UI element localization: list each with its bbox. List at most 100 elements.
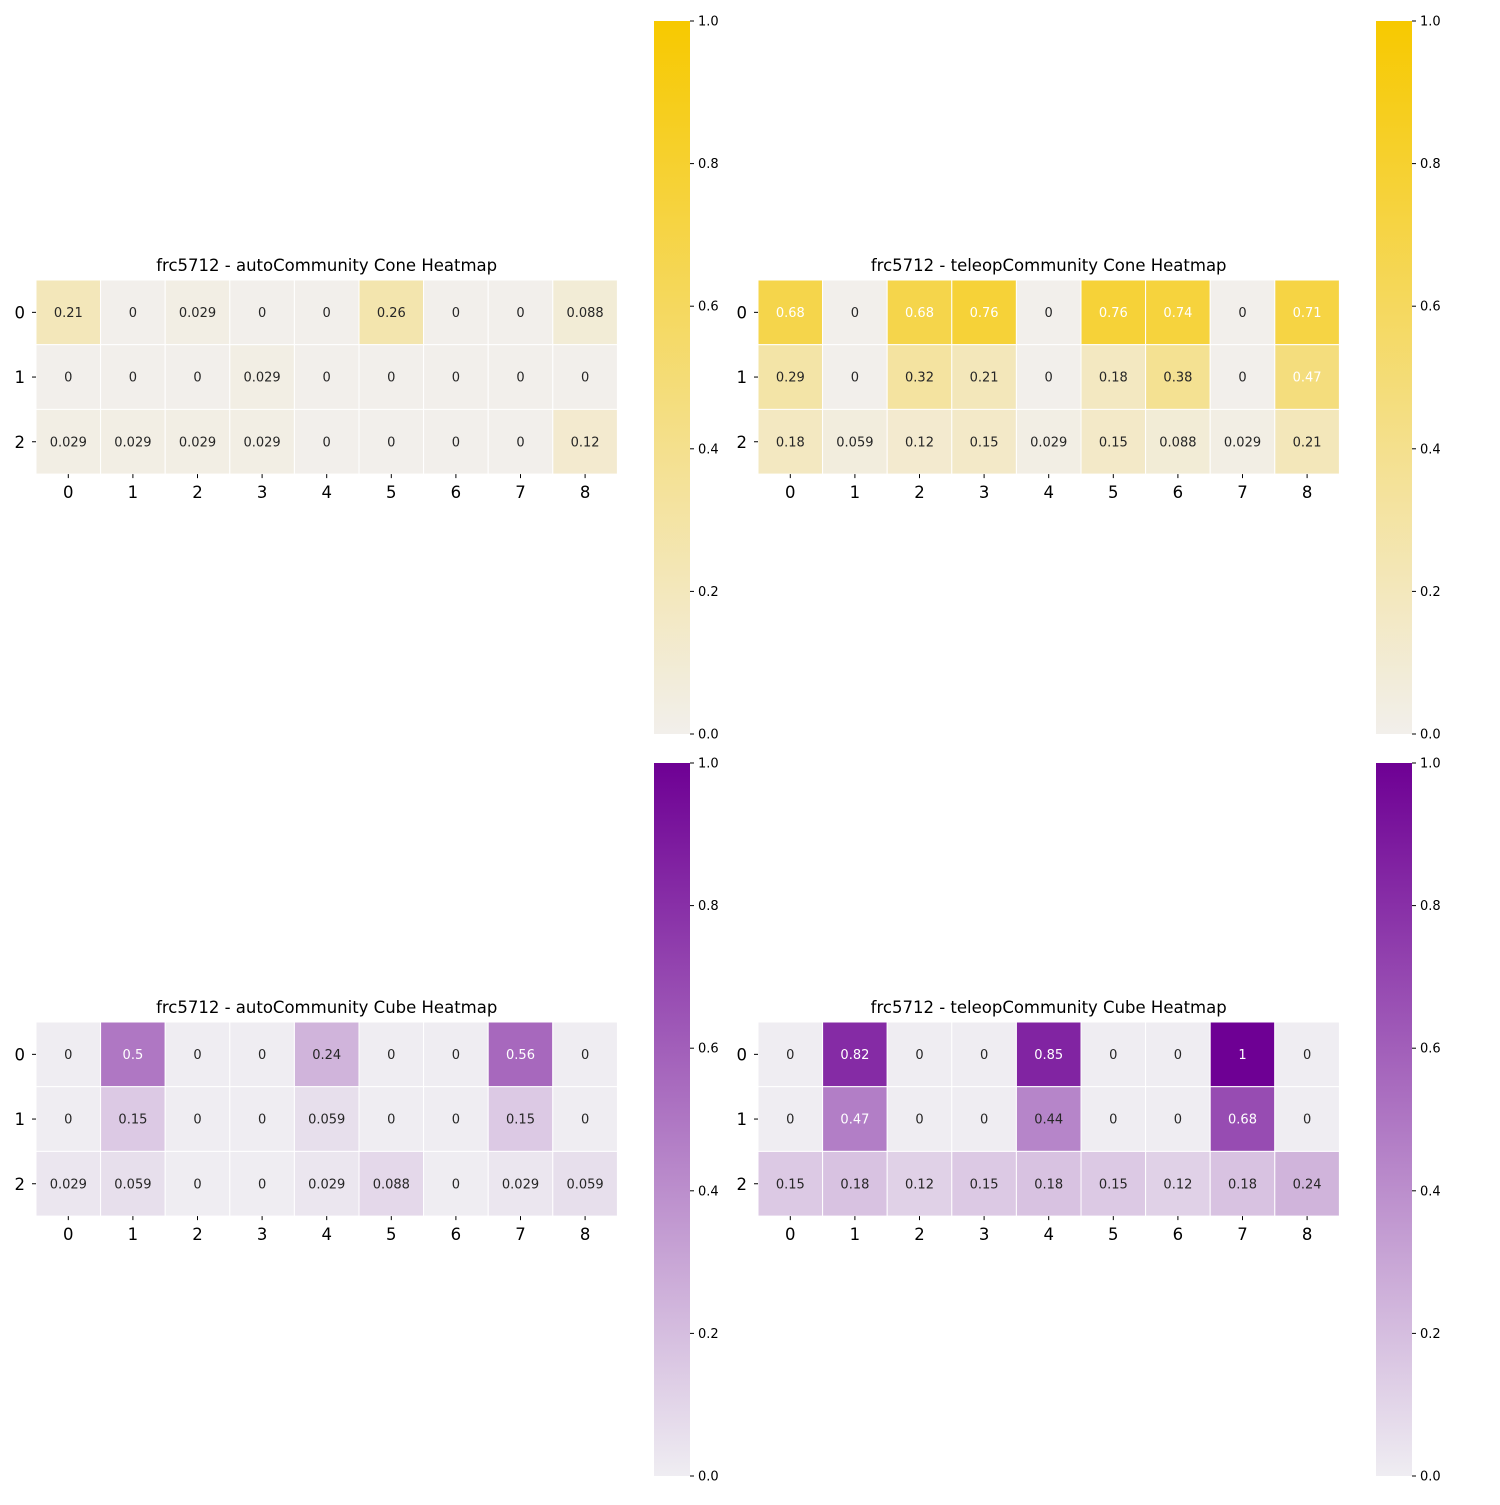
heatmap-cell bbox=[886, 1021, 953, 1088]
cell-label: 0 bbox=[851, 371, 859, 386]
cell-label: 0 bbox=[258, 1113, 266, 1128]
cell-label: 0.85 bbox=[1034, 1048, 1063, 1063]
heatmap-cell bbox=[1274, 408, 1340, 475]
y-tick-label: 0 bbox=[737, 303, 748, 322]
x-tick-label: 8 bbox=[1302, 1225, 1313, 1244]
cell-label: 0 bbox=[1109, 1113, 1117, 1128]
cell-label: 0.18 bbox=[776, 435, 805, 450]
heatmap-cell bbox=[487, 279, 554, 346]
heatmap-cell bbox=[35, 344, 102, 410]
heatmap-cell bbox=[951, 279, 1017, 346]
cell-label: 0 bbox=[516, 371, 524, 386]
heatmap-cell bbox=[552, 1021, 618, 1088]
cell-label: 0 bbox=[387, 1048, 395, 1063]
cell-label: 0 bbox=[516, 435, 524, 450]
heatmap-cell bbox=[951, 408, 1017, 475]
cell-label: 0.18 bbox=[840, 1177, 869, 1192]
cell-label: 0.15 bbox=[506, 1113, 535, 1128]
x-tick-label: 6 bbox=[451, 483, 462, 502]
colorbar-tick-label: 0.2 bbox=[698, 585, 719, 600]
cell-label: 0 bbox=[193, 1048, 201, 1063]
colorbar-tick-label: 1.0 bbox=[698, 757, 719, 772]
cell-label: 0 bbox=[64, 1113, 72, 1128]
cell-label: 0 bbox=[452, 435, 460, 450]
heatmap-cell bbox=[423, 1150, 489, 1217]
cell-label: 0 bbox=[980, 1113, 988, 1128]
heatmap-cell bbox=[229, 279, 295, 346]
x-tick-label: 0 bbox=[63, 483, 74, 502]
cell-label: 0.76 bbox=[970, 306, 999, 321]
colorbar-tick-label: 0.8 bbox=[698, 157, 719, 172]
heatmap-cell bbox=[757, 1086, 824, 1152]
cell-label: 0.15 bbox=[1099, 1177, 1128, 1192]
cell-label: 0 bbox=[516, 306, 524, 321]
cell-label: 0.32 bbox=[905, 371, 934, 386]
heatmap-cell bbox=[423, 1086, 489, 1152]
heatmap-cell bbox=[1145, 344, 1211, 410]
heatmap-cell bbox=[358, 1086, 425, 1152]
cell-label: 0 bbox=[193, 371, 201, 386]
colorbar bbox=[654, 21, 690, 734]
heatmap-panel-0: frc5712 - autoCommunity Cone Heatmap0.21… bbox=[15, 15, 719, 743]
cell-label: 0.82 bbox=[840, 1048, 869, 1063]
cell-label: 0.21 bbox=[1293, 435, 1322, 450]
heatmap-cell bbox=[1209, 344, 1276, 410]
x-tick-label: 2 bbox=[192, 1225, 203, 1244]
cell-label: 0.68 bbox=[1228, 1113, 1257, 1128]
colorbar-tick-label: 0.4 bbox=[1420, 442, 1441, 457]
heatmap-cell bbox=[552, 1086, 618, 1152]
heatmap-cell bbox=[1209, 1086, 1276, 1152]
heatmap-cell bbox=[1145, 1150, 1211, 1217]
colorbar-tick-label: 0.4 bbox=[1420, 1184, 1441, 1199]
cell-label: 0 bbox=[452, 1048, 460, 1063]
cell-label: 0 bbox=[452, 1113, 460, 1128]
cell-label: 0.15 bbox=[970, 435, 999, 450]
heatmap-cell bbox=[35, 408, 102, 475]
y-tick-label: 0 bbox=[15, 303, 26, 322]
heatmap-cell bbox=[100, 408, 166, 475]
colorbar-tick-label: 0.2 bbox=[1420, 1327, 1441, 1342]
heatmap-cell bbox=[1080, 344, 1147, 410]
heatmap-cell bbox=[164, 408, 231, 475]
x-tick-label: 4 bbox=[1043, 1225, 1054, 1244]
heatmap-title: frc5712 - teleopCommunity Cube Heatmap bbox=[871, 998, 1227, 1017]
heatmap-cell bbox=[1080, 1150, 1147, 1217]
x-tick-label: 1 bbox=[850, 483, 861, 502]
heatmap-cell bbox=[951, 344, 1017, 410]
colorbar-tick-label: 0.8 bbox=[1420, 157, 1441, 172]
colorbar-tick-label: 0.0 bbox=[698, 1470, 719, 1485]
x-tick-label: 0 bbox=[785, 483, 796, 502]
cell-label: 0.74 bbox=[1163, 306, 1192, 321]
x-tick-label: 7 bbox=[515, 483, 526, 502]
cell-label: 0 bbox=[1045, 371, 1053, 386]
heatmap-cell bbox=[1015, 279, 1082, 346]
y-tick-label: 2 bbox=[737, 433, 748, 452]
heatmap-cell bbox=[886, 408, 953, 475]
cell-label: 0.68 bbox=[776, 306, 805, 321]
cell-label: 0.029 bbox=[1224, 435, 1261, 450]
heatmap-cell bbox=[100, 1021, 166, 1088]
cell-label: 0 bbox=[1238, 306, 1246, 321]
x-tick-label: 1 bbox=[128, 483, 139, 502]
cell-label: 0.15 bbox=[776, 1177, 805, 1192]
heatmap-cell bbox=[757, 1021, 824, 1088]
heatmap-cell bbox=[229, 1021, 295, 1088]
heatmap-cell bbox=[35, 279, 102, 346]
heatmap-cell bbox=[100, 1086, 166, 1152]
cell-label: 0.029 bbox=[1030, 435, 1067, 450]
cell-label: 0 bbox=[193, 1113, 201, 1128]
heatmap-cell bbox=[822, 408, 888, 475]
x-tick-label: 5 bbox=[1108, 483, 1119, 502]
heatmap-cell bbox=[1080, 408, 1147, 475]
y-tick-label: 2 bbox=[15, 1175, 26, 1194]
heatmap-cell bbox=[487, 344, 554, 410]
cell-label: 0.47 bbox=[1293, 371, 1322, 386]
heatmap-cell bbox=[886, 344, 953, 410]
heatmap-cell bbox=[822, 1150, 888, 1217]
x-tick-label: 7 bbox=[515, 1225, 526, 1244]
cell-label: 0 bbox=[129, 371, 137, 386]
x-tick-label: 8 bbox=[1302, 483, 1313, 502]
cell-label: 0.26 bbox=[377, 306, 406, 321]
heatmap-cell bbox=[1015, 1021, 1082, 1088]
